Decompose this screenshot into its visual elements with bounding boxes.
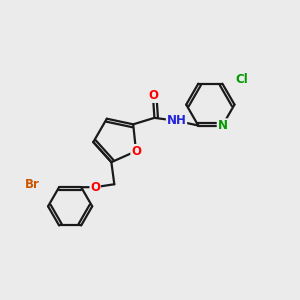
Text: O: O <box>148 89 158 102</box>
Text: O: O <box>131 145 141 158</box>
Text: O: O <box>90 181 100 194</box>
Text: Br: Br <box>25 178 40 191</box>
Text: Cl: Cl <box>236 73 248 86</box>
Text: NH: NH <box>167 114 186 127</box>
Text: N: N <box>218 119 227 132</box>
